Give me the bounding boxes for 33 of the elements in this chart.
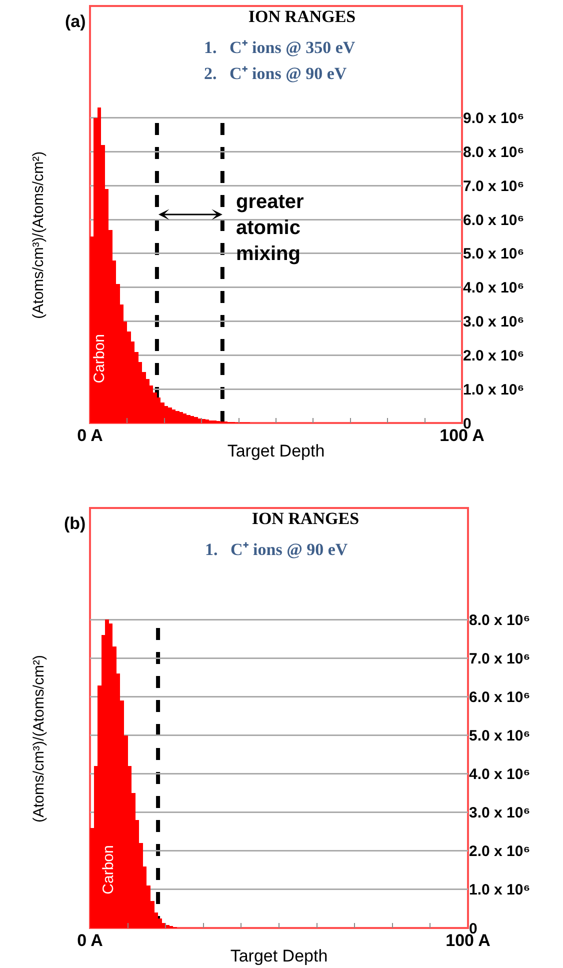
y-tick-label: 7.0 x 10⁶ (469, 650, 530, 668)
y-tick-label: 8.0 x 10⁶ (469, 612, 530, 629)
y-tick-label: 3.0 x 10⁶ (463, 314, 524, 331)
y-tick-label: 9.0 x 10⁶ (463, 110, 524, 128)
chart-title: ION RANGES (252, 508, 360, 528)
y-tick-label: 3.0 x 10⁶ (469, 804, 530, 822)
annotation: 2. C⁺ ions @ 90 eV (204, 64, 348, 83)
annotation: 1. C⁺ ions @ 350 eV (204, 38, 356, 57)
text: (a) (65, 12, 86, 31)
y-tick-label: 7.0 x 10⁶ (463, 178, 524, 195)
annotation: 1. C⁺ ions @ 90 eV (205, 540, 348, 559)
x-axis-title: Target Depth (230, 946, 328, 966)
ref-line-label: greater atomic mixing (236, 191, 304, 265)
y-tick-label: 1.0 x 10⁶ (463, 381, 524, 398)
y-tick-label: 2.0 x 10⁶ (463, 347, 524, 364)
chart-title: ION RANGES (248, 6, 356, 26)
y-axis-title: (Atoms/cm³)/(Atoms/cm²) (30, 151, 48, 319)
y-tick-label: 8.0 x 10⁶ (463, 144, 524, 162)
y-tick-label: 5.0 x 10⁶ (469, 728, 530, 745)
x-tick-label: 0 A (77, 931, 103, 950)
y-tick-label: 6.0 x 10⁶ (463, 212, 524, 229)
y-tick-label: 4.0 x 10⁶ (463, 280, 524, 297)
y-tick-label: 2.0 x 10⁶ (469, 843, 530, 860)
y-tick-label: 1.0 x 10⁶ (469, 882, 530, 899)
y-tick-label: 4.0 x 10⁶ (469, 766, 530, 784)
y-tick-label: 5.0 x 10⁶ (463, 246, 524, 263)
x-axis-title: Target Depth (227, 441, 325, 460)
y-axis-title: (Atoms/cm³)/(Atoms/cm²) (30, 655, 48, 822)
annotation: Carbon (91, 334, 108, 384)
y-tick-label: 6.0 x 10⁶ (469, 689, 530, 706)
text: (b) (64, 514, 86, 533)
annotation: Carbon (100, 845, 117, 894)
x-tick-label: 0 A (77, 426, 103, 445)
